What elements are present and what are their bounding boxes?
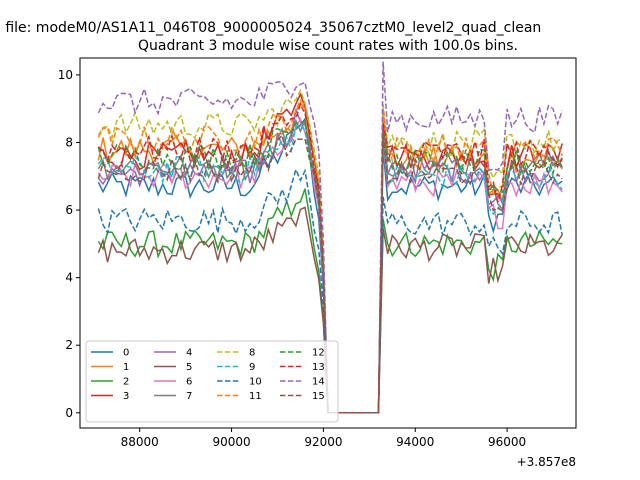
legend-label-14: 14 (312, 377, 325, 388)
chart-title: Quadrant 3 module wise count rates with … (138, 38, 518, 54)
legend-label-11: 11 (249, 391, 262, 402)
y-axis: 0 2 4 6 8 10 (58, 68, 80, 420)
x-tick-label: 90000 (212, 435, 250, 449)
x-tick-label: 94000 (396, 435, 434, 449)
legend-label-0: 0 (123, 348, 129, 359)
x-axis: 88000 90000 92000 94000 96000 (121, 428, 526, 449)
x-tick-label: 96000 (488, 435, 526, 449)
figure-suptitle: n file: modeM0/AS1A11_046T08_9000005024_… (0, 20, 541, 36)
series-line-8 (97, 88, 563, 414)
legend-label-1: 1 (123, 362, 129, 373)
y-tick-label: 6 (65, 203, 73, 217)
x-tick-label: 92000 (304, 435, 342, 449)
x-offset-label: +3.857e8 (517, 455, 576, 469)
legend-label-10: 10 (249, 377, 262, 388)
legend-label-9: 9 (249, 362, 255, 373)
legend-label-7: 7 (186, 391, 192, 402)
legend-label-12: 12 (312, 348, 325, 359)
legend-label-4: 4 (186, 348, 192, 359)
legend-label-15: 15 (312, 391, 325, 402)
y-tick-label: 8 (65, 135, 73, 149)
x-tick-label: 88000 (121, 435, 159, 449)
legend-box (85, 340, 339, 423)
legend-label-5: 5 (186, 362, 192, 373)
legend-label-13: 13 (312, 362, 325, 373)
legend-label-6: 6 (186, 377, 192, 388)
y-tick-label: 2 (65, 338, 73, 352)
legend-label-8: 8 (249, 348, 255, 359)
y-tick-label: 10 (58, 68, 73, 82)
y-tick-label: 4 (65, 271, 73, 285)
plot-frame (79, 57, 577, 429)
series-line-10 (97, 167, 563, 414)
legend-label-3: 3 (123, 391, 129, 402)
y-tick-label: 0 (65, 406, 73, 420)
legend-label-2: 2 (123, 377, 129, 388)
